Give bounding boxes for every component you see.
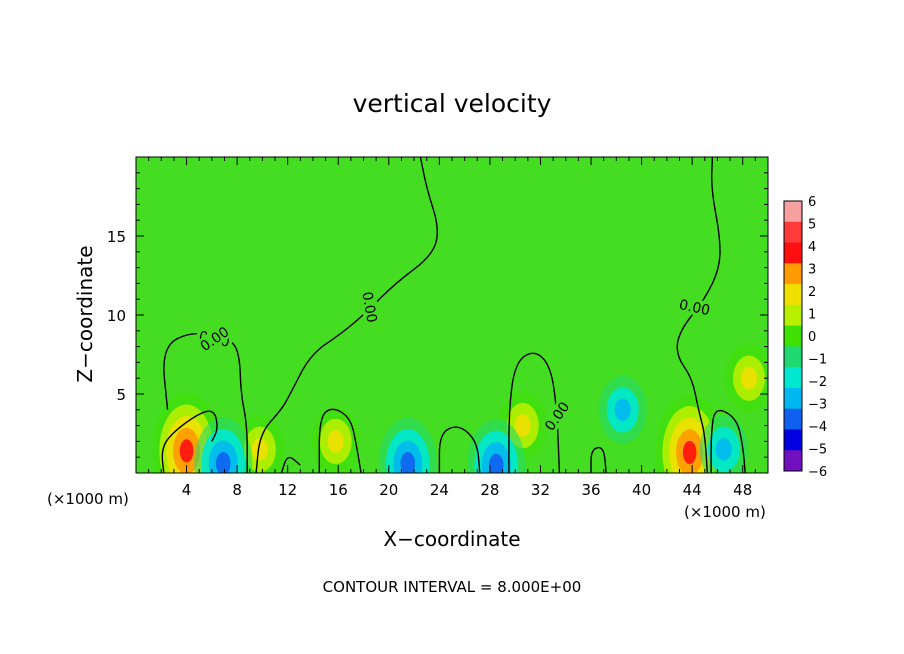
x-tick-label: 16 [329, 481, 348, 499]
plot-area: 0.000.000.000.000.00 [135, 156, 769, 474]
x-unit-left: (×1000 m) [47, 490, 129, 508]
colorbar-swatch [784, 450, 802, 472]
colorbar-label: 0 [808, 330, 816, 345]
y-axis-label: Z−coordinate [73, 245, 97, 382]
y-axis: 5 10 15 [107, 172, 768, 458]
contour-line [280, 456, 301, 473]
colorbar-label: −5 [808, 443, 827, 458]
x-tick-label: 8 [232, 481, 242, 499]
colorbar-swatch [784, 367, 802, 389]
footer-note: CONTOUR INTERVAL = 8.000E+00 [323, 578, 582, 596]
x-tick-label: 40 [632, 481, 651, 499]
colorbar-swatch [784, 284, 802, 306]
chart-title: vertical velocity [353, 89, 552, 118]
colorbar-swatch [784, 304, 802, 327]
velocity-cell-updraft [725, 344, 768, 413]
colorbar: 6 5 4 3 2 1 0 −1 −2 −3 −4 −5 −6 [783, 195, 827, 480]
x-tick-label: 28 [480, 481, 499, 499]
x-tick-label: 48 [733, 481, 752, 499]
contour-line [255, 157, 438, 473]
x-tick-label: 20 [379, 481, 398, 499]
contour-line [508, 352, 561, 473]
colorbar-swatch [784, 408, 802, 430]
colorbar-swatch [784, 346, 802, 368]
velocity-cell-downdraft [378, 417, 437, 473]
velocity-cell-downdraft [194, 417, 253, 473]
y-tick-label: 5 [116, 386, 126, 404]
colorbar-swatch [784, 387, 802, 410]
colorbar-label: −3 [808, 398, 827, 413]
x-tick-label: 12 [278, 481, 297, 499]
colorbar-swatch [784, 201, 802, 223]
colorbar-label: −6 [808, 465, 827, 480]
contour-label: 0.00 [678, 297, 712, 319]
x-axis-label: X−coordinate [383, 527, 520, 551]
x-tick-label: 44 [683, 481, 702, 499]
colorbar-label: −2 [808, 375, 827, 390]
contour-label: 0.00 [358, 291, 379, 324]
colorbar-swatch [784, 325, 802, 347]
colorbar-swatch [784, 263, 802, 285]
contour-line [438, 426, 481, 473]
y-tick-label: 10 [107, 307, 126, 325]
x-tick-label: 32 [531, 481, 550, 499]
colorbar-label: 5 [808, 218, 816, 233]
contour-line [161, 410, 218, 473]
y-tick-label: 15 [107, 228, 126, 246]
colorbar-swatch [784, 221, 802, 244]
colorbar-label: 3 [808, 263, 816, 278]
velocity-cell-downdraft [467, 419, 526, 473]
contour-line [710, 409, 746, 473]
x-tick-label: 4 [182, 481, 192, 499]
x-tick-label: 36 [581, 481, 600, 499]
velocity-cell-updraft [311, 407, 360, 473]
colorbar-label: 2 [808, 285, 816, 300]
velocity-cell-downdraft [598, 375, 647, 444]
x-tick-label: 24 [430, 481, 449, 499]
x-axis: 4 8 12 16 20 24 28 32 36 40 44 48 [148, 157, 756, 499]
colorbar-swatch [784, 242, 802, 264]
colorbar-swatch [784, 429, 802, 451]
contour-line [676, 157, 721, 473]
colorbar-label: −4 [808, 420, 827, 435]
colorbar-frame [783, 200, 803, 472]
x-unit-right: (×1000 m) [684, 503, 766, 521]
colorbar-label: 4 [808, 240, 816, 255]
colorbar-label: −1 [808, 353, 827, 368]
colorbar-label: 6 [808, 195, 816, 210]
contour-line [318, 408, 362, 473]
colorbar-label: 1 [808, 308, 816, 323]
